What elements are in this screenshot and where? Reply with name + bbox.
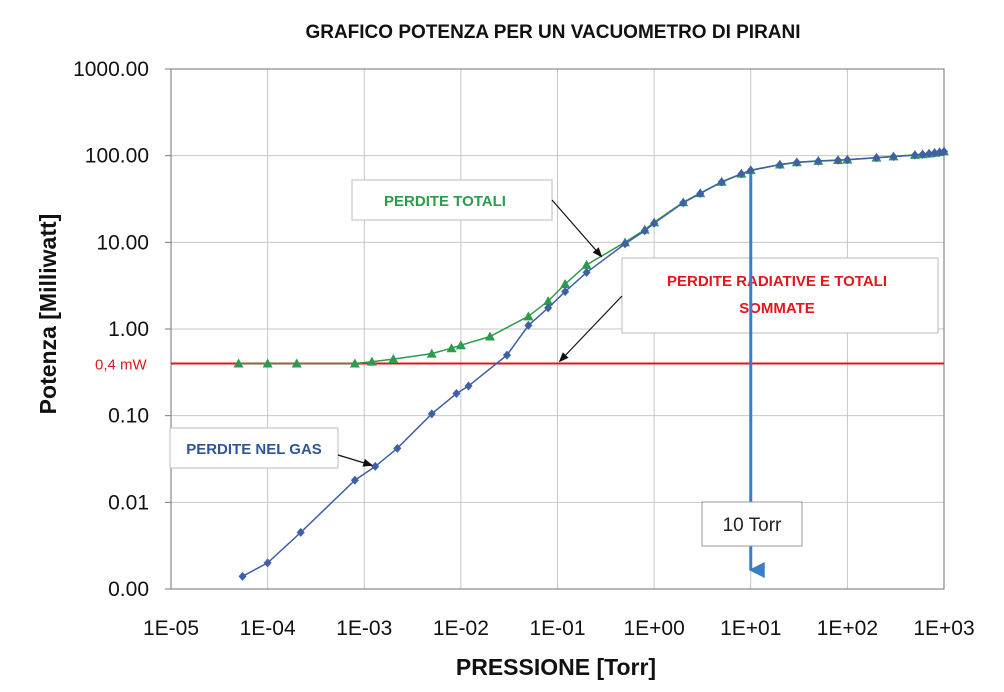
data-point — [464, 381, 473, 391]
data-point — [940, 147, 948, 157]
callout-arrow-radiative — [558, 295, 623, 363]
callout-label-ten-torr: 10 Torr — [723, 515, 782, 536]
data-point — [581, 259, 592, 269]
callout-box-ten-torr — [701, 501, 803, 547]
data-point — [523, 311, 534, 321]
data-point — [393, 443, 402, 453]
callout-arrow-totali — [551, 199, 603, 258]
data-point — [679, 198, 688, 208]
data-point — [872, 153, 881, 163]
y-tick-label: 1.00 — [108, 318, 149, 341]
y-tick-label: 1000.00 — [73, 58, 149, 81]
x-tick-label: 1E+00 — [623, 617, 684, 640]
data-point — [650, 218, 659, 228]
data-point — [925, 149, 934, 159]
data-point — [296, 527, 305, 537]
data-point — [543, 296, 554, 306]
reference-line-label: 0,4 mW — [95, 356, 148, 373]
data-point — [524, 320, 533, 330]
data-point — [502, 350, 511, 360]
data-point — [717, 177, 726, 187]
data-point — [814, 156, 823, 166]
y-tick-label: 100.00 — [85, 145, 149, 168]
x-tick-label: 1E-05 — [143, 617, 199, 640]
data-point — [350, 475, 359, 485]
data-point — [582, 267, 591, 277]
callout-label-radiative-line2: SOMMATE — [739, 300, 815, 317]
data-point — [621, 239, 630, 249]
data-point — [918, 149, 927, 159]
data-point — [484, 331, 495, 341]
data-point — [233, 358, 244, 368]
x-tick-label: 1E-01 — [529, 617, 585, 640]
data-point — [349, 358, 360, 368]
data-point — [746, 165, 755, 175]
x-tick-label: 1E+03 — [913, 617, 974, 640]
x-tick-label: 1E+02 — [817, 617, 878, 640]
data-point — [775, 160, 784, 170]
data-point — [640, 226, 649, 236]
data-point — [834, 155, 843, 165]
data-point — [930, 148, 939, 158]
data-point — [263, 558, 272, 568]
chart-title: GRAFICO POTENZA PER UN VACUOMETRO DI PIR… — [305, 22, 800, 43]
annotations: PERDITE TOTALI PERDITE RADIATIVE E TOTALI… — [169, 173, 939, 578]
series-gas — [238, 147, 948, 581]
callout-label-gas: PERDITE NEL GAS — [186, 441, 322, 458]
data-point — [426, 348, 437, 358]
data-point — [291, 358, 302, 368]
data-point — [560, 279, 571, 289]
data-point — [910, 150, 919, 160]
x-tick-label: 1E-03 — [336, 617, 392, 640]
x-tick-label: 1E-02 — [433, 617, 489, 640]
data-point — [889, 152, 898, 162]
data-point — [388, 354, 399, 364]
callout-label-radiative-line1: PERDITE RADIATIVE E TOTALI — [667, 273, 887, 290]
callout-arrow-gas — [337, 454, 374, 467]
data-point — [455, 340, 466, 350]
x-axis-title: PRESSIONE [Torr] — [456, 654, 656, 680]
x-tick-label: 1E-04 — [240, 617, 296, 640]
callout-label-totali: PERDITE TOTALI — [384, 193, 506, 210]
data-series — [233, 146, 949, 581]
data-point — [696, 188, 705, 198]
y-tick-label: 0.10 — [108, 405, 149, 428]
y-tick-label: 10.00 — [96, 231, 149, 254]
data-point — [371, 461, 380, 471]
data-point — [792, 157, 801, 167]
y-tick-label: 0.01 — [108, 491, 149, 514]
callout-box-radiative — [621, 257, 939, 334]
data-point — [262, 358, 273, 368]
tick-labels: 1E-05 1E-04 1E-03 1E-02 1E-01 1E+00 1E+01 1E+02… — [73, 58, 975, 640]
data-point — [366, 356, 377, 366]
data-point — [427, 409, 436, 419]
y-tick-label: 0.00 — [108, 578, 149, 601]
data-point — [843, 155, 852, 165]
data-point — [561, 287, 570, 297]
data-point — [544, 303, 553, 313]
plot-area-frame — [170, 68, 945, 590]
x-tick-label: 1E+01 — [720, 617, 781, 640]
data-point — [446, 343, 457, 353]
callout-box-gas — [169, 427, 339, 469]
y-axis-title: Potenza [Milliwatt] — [35, 214, 61, 415]
callout-box-totali — [351, 179, 553, 221]
data-point — [737, 169, 746, 179]
data-point — [452, 389, 461, 399]
data-point — [238, 571, 247, 581]
